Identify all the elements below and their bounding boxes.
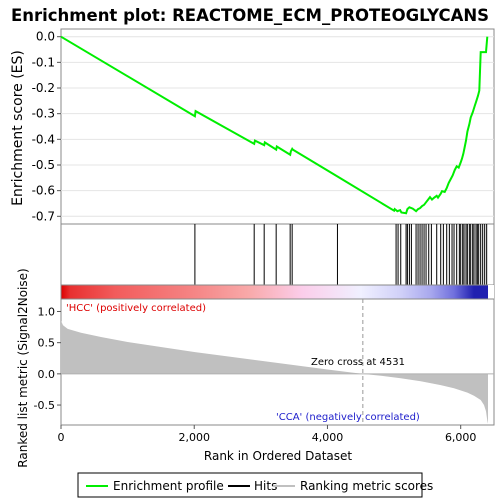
zero-cross-label: Zero cross at 4531 (311, 357, 405, 368)
hits-panel (60, 223, 495, 286)
negative-correlation-label: 'CCA' (negatively correlated) (276, 412, 420, 423)
ranking-color-band (60, 284, 495, 300)
metric-y-tick-label: -0.5 (34, 399, 55, 412)
metric-y-tick-label: 0.0 (38, 368, 56, 381)
metric-y-axis-ticks: 1.0 0.5 0.0 -0.5 (34, 305, 61, 412)
metric-y-axis-label: Ranked list metric (Signal2Noise) (16, 268, 30, 467)
x-tick-label: 6,000 (445, 431, 477, 444)
metric-y-tick-label: 0.5 (38, 337, 56, 350)
es-gridlines (61, 36, 494, 217)
es-y-tick-label: -0.2 (32, 81, 55, 95)
es-y-tick-label: -0.1 (32, 55, 55, 69)
legend: Enrichment profile Hits Ranking metric s… (77, 472, 433, 498)
legend-hits-label: Hits (254, 479, 277, 493)
x-axis-label: Rank in Ordered Dataset (204, 449, 352, 463)
es-y-axis-ticks: 0.0 -0.1 -0.2 -0.3 -0.4 -0.5 -0.6 -0.7 (32, 30, 61, 223)
es-y-tick-label: -0.3 (32, 107, 55, 121)
es-y-tick-label: 0.0 (36, 30, 55, 44)
legend-enrichment-label: Enrichment profile (113, 479, 224, 493)
legend-metric-label: Ranking metric scores (300, 479, 433, 493)
metric-y-tick-label: 1.0 (38, 305, 56, 318)
ranking-metric-area (61, 320, 489, 424)
x-tick-label: 2,000 (178, 431, 210, 444)
enrichment-score-panel: 0.0 -0.1 -0.2 -0.3 -0.4 -0.5 -0.6 -0.7 Enrichme… (10, 28, 495, 225)
enrichment-profile-line (60, 35, 489, 215)
es-y-tick-label: -0.4 (32, 132, 55, 146)
x-tick-label: 0 (58, 431, 65, 444)
es-y-tick-label: -0.5 (32, 158, 55, 172)
x-tick-label: 4,000 (312, 431, 344, 444)
chart-title: Enrichment plot: REACTOME_ECM_PROTEOGLYC… (11, 6, 489, 25)
hit-marks (194, 224, 488, 285)
positive-correlation-label: 'HCC' (positively correlated) (66, 303, 206, 314)
es-y-tick-label: -0.7 (32, 209, 55, 223)
x-axis: 0 2,000 4,000 6,000 (58, 425, 477, 444)
ranked-metric-panel: Zero cross at 4531 'HCC' (positively cor… (16, 268, 495, 468)
es-y-tick-label: -0.6 (32, 184, 55, 198)
band-tail (488, 285, 494, 299)
es-y-axis-label: Enrichment score (ES) (10, 50, 26, 206)
